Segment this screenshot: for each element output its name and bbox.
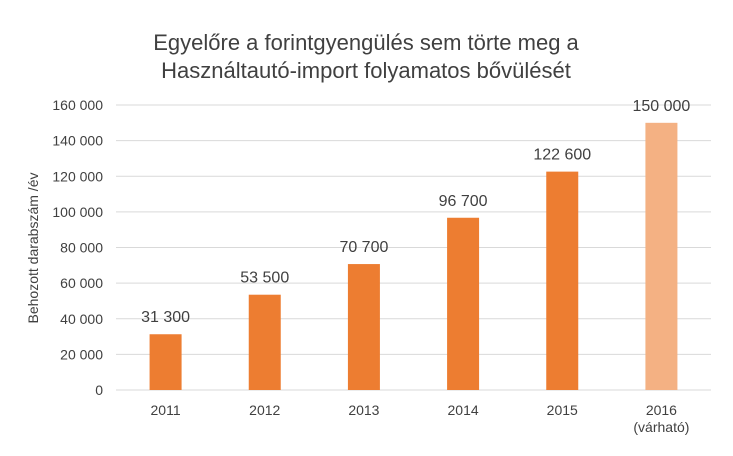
x-tick-sublabel: (várható) <box>633 419 689 435</box>
bar-2014 <box>447 217 480 390</box>
x-tick-label: 2013 <box>348 402 379 418</box>
bar-2013 <box>347 264 380 390</box>
x-axis-ticks: 2011 2012 2013 2014 2015 2016(várható) <box>151 402 690 435</box>
y-tick-label: 160 000 <box>52 97 103 113</box>
data-label: 96 700 <box>439 193 488 210</box>
chart-title-line-2: Használtautó-import folyamatos bővülését <box>161 58 571 83</box>
y-tick-label: 20 000 <box>60 346 103 362</box>
y-tick-label: 0 <box>95 382 103 398</box>
x-tick-label: 2012 <box>249 402 280 418</box>
y-tick-label: 40 000 <box>60 311 103 327</box>
y-axis-label: Behozott darabszám /év <box>25 173 41 324</box>
x-tick-label: 2014 <box>448 402 479 418</box>
y-tick-label: 60 000 <box>60 275 103 291</box>
bar-2011 <box>149 334 182 390</box>
data-labels: 31 300 53 500 70 700 96 700 122 600 150 000 <box>141 98 690 326</box>
x-tick-label: 2016 <box>646 402 677 418</box>
data-label: 150 000 <box>632 98 690 115</box>
bar-2016 <box>645 122 678 390</box>
bars <box>149 122 678 390</box>
x-tick-label: 2015 <box>547 402 578 418</box>
x-tick-label: 2011 <box>151 402 181 418</box>
data-label: 122 600 <box>533 147 591 164</box>
data-label: 31 300 <box>141 309 190 326</box>
y-tick-label: 140 000 <box>52 133 103 149</box>
y-tick-label: 120 000 <box>52 168 103 184</box>
y-tick-label: 80 000 <box>60 240 103 256</box>
gridlines <box>116 104 711 391</box>
bar-2012 <box>248 294 281 390</box>
chart-title-line-1: Egyelőre a forintgyengülés sem törte meg… <box>153 30 579 55</box>
data-label: 53 500 <box>240 270 289 287</box>
y-axis-ticks: 0 20 000 40 000 60 000 80 000 100 000 120 000 1… <box>52 97 103 398</box>
y-tick-label: 100 000 <box>52 204 103 220</box>
data-label: 70 700 <box>339 239 388 256</box>
bar-2015 <box>546 171 579 390</box>
